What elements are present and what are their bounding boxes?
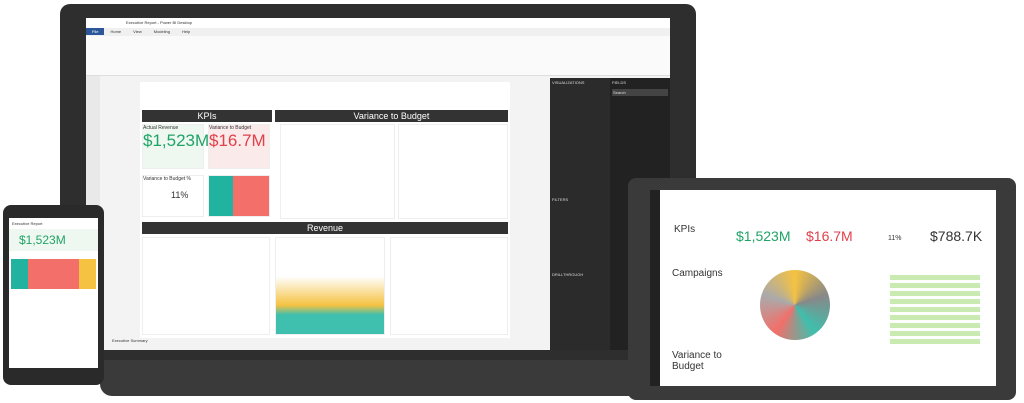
- card-label: Actual Revenue: [143, 125, 179, 131]
- tab-view[interactable]: View: [133, 29, 142, 34]
- phone-title: Executive Report: [12, 221, 43, 226]
- variance-card: Variance to Budget $16.7M: [208, 124, 270, 169]
- gauge-value: 11%: [171, 190, 189, 200]
- tile-variance[interactable]: Variance to Budget: [672, 350, 722, 372]
- filters-title: FILTERS: [552, 197, 569, 202]
- bar-chart: [890, 275, 980, 345]
- map-chart: [390, 237, 508, 335]
- window-title: Executive Report - Power BI Desktop: [86, 18, 670, 28]
- tablet-revenue: $1,523M: [736, 228, 791, 244]
- revenue-card: Actual Revenue $1,523M: [142, 124, 210, 169]
- treemap: [208, 175, 270, 217]
- waterfall-chart: [280, 124, 395, 219]
- tile-kpis[interactable]: KPIs: [674, 224, 696, 235]
- tab-home[interactable]: Home: [110, 29, 122, 34]
- tile-campaigns[interactable]: Campaigns: [672, 268, 723, 279]
- chord-chart: [760, 270, 830, 340]
- phone-value: $1,523M: [9, 229, 98, 251]
- gauge-card: Variance to Budget % 11%: [142, 175, 204, 217]
- variance-header: Variance to Budget: [275, 110, 508, 122]
- card-value: $1,523M: [143, 131, 210, 150]
- tablet-gauge: 11%: [888, 235, 902, 242]
- tab-file[interactable]: File: [86, 28, 105, 35]
- tab-modeling[interactable]: Modeling: [153, 29, 170, 34]
- card-value: $16.7M: [209, 131, 266, 150]
- scatter-chart: [398, 124, 508, 219]
- tablet-remaining: $788.7K: [930, 228, 983, 244]
- tab-help[interactable]: Help: [181, 29, 191, 34]
- pane-title: VISUALIZATIONS: [552, 80, 585, 85]
- card-label: Variance to Budget: [209, 125, 252, 131]
- report-canvas: KPIs Variance to Budget Actual Revenue $…: [140, 82, 510, 338]
- phone-screen: Executive Report $1,523M: [9, 218, 98, 368]
- visualizations-pane: VISUALIZATIONS FILTERS DRILLTHROUGH: [550, 78, 610, 350]
- fields-search[interactable]: Search: [612, 89, 668, 96]
- pane-title: FIELDS: [612, 80, 627, 85]
- tablet-screen: KPIs Campaigns Variance to Budget $1,523…: [650, 190, 996, 386]
- area-chart: [275, 237, 385, 335]
- revenue-header: Revenue: [142, 222, 508, 234]
- page-tab[interactable]: Executive Summary: [112, 338, 148, 343]
- tablet-nav: [650, 190, 660, 386]
- kpis-header: KPIs: [142, 110, 272, 122]
- ribbon: [86, 36, 670, 76]
- drillthrough-title: DRILLTHROUGH: [552, 272, 584, 277]
- phone-treemap: [11, 259, 96, 289]
- laptop-base: [100, 360, 660, 396]
- ribbon-tabs: File Home View Modeling Help: [86, 28, 670, 36]
- funnel-chart: [142, 237, 270, 335]
- card-label: Variance to Budget %: [143, 176, 191, 182]
- tablet-variance: $16.7M: [806, 228, 853, 244]
